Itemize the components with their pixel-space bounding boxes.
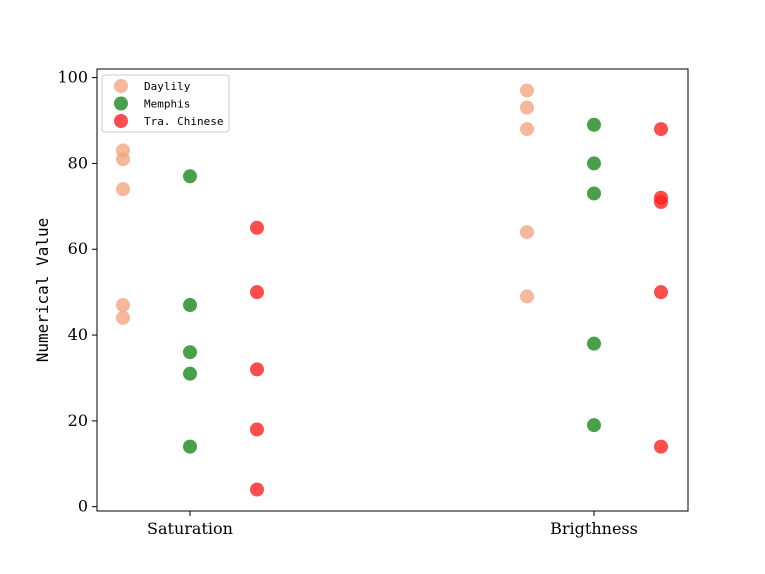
legend-entry: Memphis [144,98,190,111]
data-point [116,182,130,197]
data-point [520,100,534,115]
y-axis-label: Numerical Value [33,218,52,363]
data-point [654,285,668,300]
data-point [520,225,534,240]
data-point [520,122,534,137]
y-tick-label: 40 [68,325,88,344]
data-point [587,418,601,433]
data-point [587,117,601,132]
x-tick-label: Saturation [147,519,233,538]
data-point [183,366,197,381]
data-point [183,169,197,184]
data-point [116,298,130,313]
data-points [116,83,668,497]
legend: Daylily Memphis Tra. Chinese [101,74,230,133]
data-point [116,310,130,325]
data-point [116,152,130,167]
data-point [250,482,264,497]
y-tick-label: 20 [68,411,88,430]
plot-frame [96,68,689,512]
data-point [587,336,601,351]
legend-marker [114,114,128,128]
data-point [250,285,264,300]
data-point [183,298,197,313]
y-tick-label: 80 [68,153,88,172]
legend-marker [114,96,128,111]
legend-marker [114,79,128,93]
data-point [250,422,264,437]
data-point [587,156,601,171]
y-tick-label: 0 [78,497,88,516]
data-point [654,439,668,454]
axis-ticks: 0 20 40 60 80 100 Saturation Brigthness [57,68,637,538]
legend-box [101,74,230,133]
data-point [250,362,264,377]
data-point [183,345,197,360]
x-tick-label: Brigthness [550,519,638,538]
data-point [183,439,197,454]
data-point [520,289,534,304]
data-point [654,122,668,137]
legend-entry: Tra. Chinese [144,115,223,128]
data-point [654,195,668,210]
data-point [250,220,264,235]
data-point [587,186,601,201]
legend-entry: Daylily [144,80,191,93]
data-point [520,83,534,98]
y-tick-label: 60 [68,239,88,258]
y-tick-label: 100 [57,68,88,87]
